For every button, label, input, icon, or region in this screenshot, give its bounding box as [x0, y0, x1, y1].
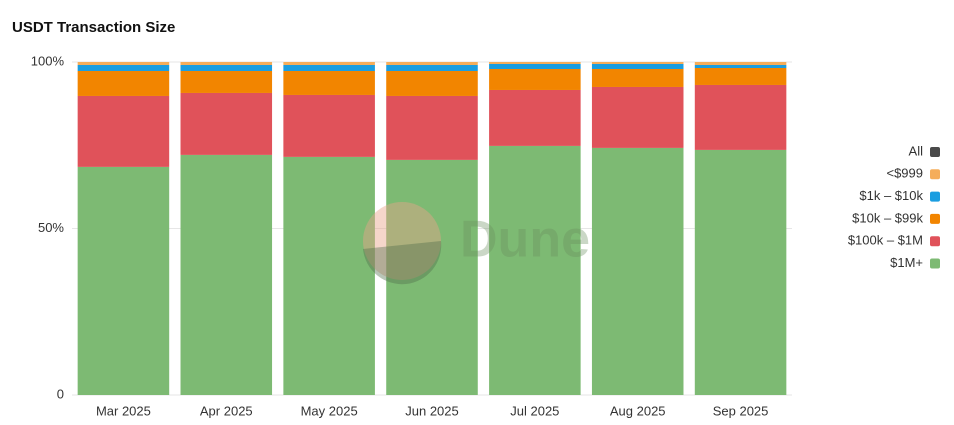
- legend-swatch: [930, 236, 940, 247]
- chart-title: USDT Transaction Size: [12, 19, 175, 36]
- watermark: Dune: [460, 211, 590, 269]
- x-tick-label: Mar 2025: [96, 403, 151, 418]
- bar-segment: [283, 94, 375, 157]
- bar-segment: [591, 147, 684, 395]
- legend-label: $10k – $99k: [852, 210, 923, 225]
- bar-segment: [386, 64, 478, 71]
- legend-label: $1k – $10k: [859, 188, 923, 203]
- x-tick-label: Sep 2025: [713, 403, 769, 418]
- bar-segment: [386, 159, 478, 395]
- bar-segment: [489, 89, 581, 146]
- bar-segment: [386, 62, 478, 65]
- bar-segment: [489, 68, 581, 90]
- bar-segment: [694, 62, 787, 65]
- legend-swatch: [930, 213, 940, 224]
- legend-swatch: [930, 258, 940, 269]
- bar-segment: [591, 62, 684, 64]
- bar-segment: [489, 62, 581, 64]
- watermark-logo: [363, 202, 441, 280]
- bar-segment: [180, 62, 273, 65]
- bar-segment: [591, 68, 684, 87]
- bar-segment: [591, 63, 684, 69]
- legend-swatch: [930, 191, 940, 202]
- legend-label: <$999: [886, 166, 923, 181]
- bar-segment: [77, 70, 170, 96]
- y-tick-label: 0: [57, 386, 64, 401]
- plot: 0 50% 100% Mar 2025 Apr 2025 May 2025 Jun 2025…: [31, 53, 940, 418]
- x-tick-label: Apr 2025: [200, 403, 253, 418]
- bar-segment: [283, 64, 375, 71]
- bar-segment: [489, 63, 581, 69]
- bar-segment: [180, 70, 273, 93]
- x-tick-label: Jun 2025: [405, 403, 459, 418]
- x-tick-label: Aug 2025: [610, 403, 666, 418]
- bar-segment: [591, 86, 684, 148]
- bar-segment: [386, 95, 478, 160]
- x-tick-label: Jul 2025: [510, 403, 559, 418]
- legend-label: $100k – $1M: [848, 233, 923, 248]
- legend-swatch: [930, 169, 940, 180]
- bar-segment: [489, 145, 581, 395]
- watermark-logo-part: [363, 241, 442, 285]
- legend-label: All: [909, 143, 924, 158]
- bar-segment: [180, 154, 273, 395]
- bar-segment: [694, 149, 787, 395]
- bar-segment: [283, 62, 375, 65]
- y-tick-label: 50%: [38, 220, 64, 235]
- bar-segment: [694, 84, 787, 150]
- x-tick-label: May 2025: [301, 403, 358, 418]
- bar-segment: [694, 64, 787, 68]
- bar-segment: [386, 70, 478, 96]
- bar-segment: [180, 64, 273, 71]
- legend-swatch[interactable]: [930, 147, 940, 157]
- bar-segment: [77, 62, 170, 65]
- bar-segment: [283, 70, 375, 95]
- bar-segment: [694, 67, 787, 85]
- bar-segment: [77, 166, 170, 395]
- legend-label: $1M+: [890, 255, 923, 270]
- bar-segment: [77, 64, 170, 71]
- bar-segment: [77, 95, 170, 167]
- bar-segment: [180, 92, 273, 155]
- bar-segment: [283, 156, 375, 395]
- y-tick-label: 100%: [31, 53, 65, 68]
